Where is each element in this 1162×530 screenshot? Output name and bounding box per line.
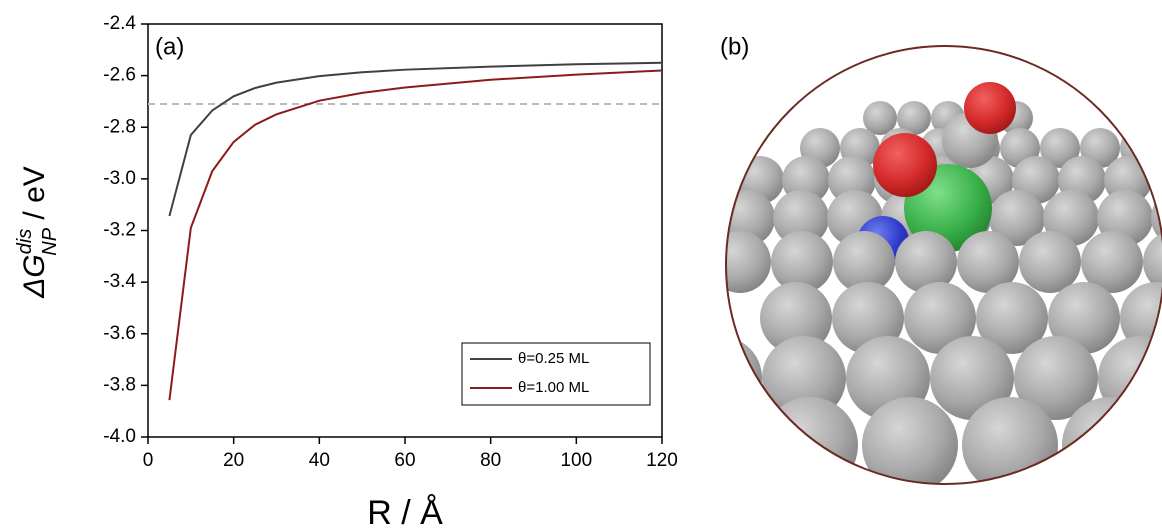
y-tick-label: -3.8 xyxy=(103,374,136,395)
x-tick-label: 120 xyxy=(646,450,678,471)
figure: -4.0 -3.8 -3.6 -3.4 -3.2 -3.0 -2.8 -2.6 -2.4 0 20 4… xyxy=(0,0,1162,530)
atom xyxy=(873,133,937,197)
legend: θ=0.25 ML θ=1.00 ML xyxy=(462,343,650,405)
atom xyxy=(862,397,958,493)
legend-label: θ=1.00 ML xyxy=(518,379,589,396)
x-tick-label: 40 xyxy=(309,450,330,471)
y-label-sub: NP xyxy=(39,227,61,255)
y-label-main: ΔG xyxy=(18,254,51,298)
x-tick-label: 20 xyxy=(223,450,244,471)
y-tick-label: -2.6 xyxy=(103,65,136,86)
y-tick-label: -2.8 xyxy=(103,116,136,137)
molecule-render xyxy=(678,40,1162,493)
atom xyxy=(678,336,762,420)
x-tick-label: 100 xyxy=(560,450,592,471)
atom xyxy=(709,231,771,293)
x-axis-label: R / Å xyxy=(367,494,443,530)
legend-label: θ=0.25 ML xyxy=(518,350,589,367)
y-tick-label: -3.0 xyxy=(103,168,136,189)
atom xyxy=(1062,397,1158,493)
x-tick-label: 60 xyxy=(394,450,415,471)
y-label-sup: dis xyxy=(14,229,36,255)
atom xyxy=(962,397,1058,493)
y-tick-label: -3.4 xyxy=(103,271,136,292)
panel-label: (a) xyxy=(155,33,184,60)
y-tick-label: -3.2 xyxy=(103,220,136,241)
y-tick-label: -4.0 xyxy=(103,426,136,447)
x-tick-label: 0 xyxy=(143,450,154,471)
panel-label: (b) xyxy=(720,33,749,60)
atom xyxy=(964,82,1016,134)
y-tick-label: -2.4 xyxy=(103,13,136,34)
x-tick-label: 80 xyxy=(480,450,501,471)
atom xyxy=(762,397,858,493)
atom xyxy=(1019,231,1081,293)
y-tick-label: -3.6 xyxy=(103,323,136,344)
y-label-unit: / eV xyxy=(18,166,51,228)
